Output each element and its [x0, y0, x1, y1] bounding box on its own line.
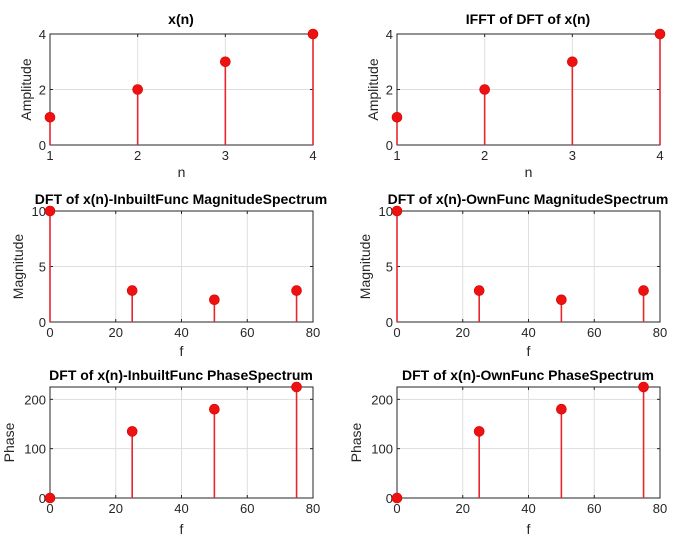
y-tick-label: 0 [39, 138, 46, 153]
stem-marker [556, 403, 567, 415]
y-tick-label: 5 [39, 260, 46, 275]
x-tick-label: 2 [134, 148, 141, 163]
y-axis-label: Magnitude [357, 234, 373, 300]
x-tick-label: 20 [109, 501, 123, 516]
x-tick-label: 40 [174, 501, 188, 516]
subplot-1: 1 2 3 4 0 2 4 x(n) n Amplitude [18, 11, 319, 180]
subplot-6: 0 20 40 60 80 0 100 200 DFT of x(n)-OwnFunc Phas… [348, 367, 667, 537]
stem-marker [391, 492, 403, 504]
x-tick-label: 20 [456, 325, 470, 340]
stem-marker [132, 84, 143, 95]
x-axis-label: f [527, 521, 531, 537]
x-tick-label: 80 [653, 325, 667, 340]
stem-marker [638, 381, 649, 393]
x-tick-label: 80 [306, 325, 320, 340]
y-tick-label: 0 [386, 315, 393, 330]
x-tick-label: 4 [309, 148, 316, 163]
y-tick-label: 5 [386, 260, 393, 275]
stem-marker [473, 285, 485, 296]
y-tick-label: 200 [24, 392, 46, 407]
stem-marker [473, 426, 485, 437]
x-axis-label: n [178, 164, 186, 180]
x-tick-label: 0 [393, 501, 400, 516]
x-tick-label: 60 [240, 501, 254, 516]
y-tick-label: 4 [386, 27, 393, 42]
stem-marker [391, 205, 403, 217]
y-tick-label: 0 [386, 491, 393, 506]
y-axis-label: Amplitude [365, 58, 381, 120]
stem-marker [556, 294, 567, 306]
y-axis-label: Phase [1, 422, 17, 462]
y-tick-label: 10 [32, 204, 46, 219]
y-tick-label: 2 [39, 83, 46, 98]
x-tick-label: 60 [240, 325, 254, 340]
y-tick-label: 0 [39, 491, 46, 506]
x-tick-label: 2 [481, 148, 488, 163]
stem-marker [567, 56, 578, 68]
x-tick-label: 40 [521, 325, 535, 340]
y-tick-label: 0 [386, 138, 393, 153]
stem-marker [44, 205, 56, 217]
subplot-title: IFFT of DFT of x(n) [466, 11, 590, 27]
x-tick-label: 3 [569, 148, 576, 163]
y-tick-label: 200 [371, 392, 393, 407]
stem-marker [220, 56, 231, 68]
x-tick-label: 80 [653, 501, 667, 516]
y-tick-label: 100 [371, 442, 393, 457]
subplot-title: DFT of x(n)-InbuiltFunc PhaseSpectrum [49, 367, 313, 383]
stem-marker [126, 426, 138, 437]
y-tick-label: 0 [39, 315, 46, 330]
x-tick-label: 80 [306, 501, 320, 516]
stem-marker [126, 285, 138, 296]
y-axis-label: Amplitude [18, 58, 34, 120]
stem-marker [44, 111, 56, 123]
subplot-title: DFT of x(n)-OwnFunc PhaseSpectrum [402, 367, 654, 383]
subplot-title: DFT of x(n)-InbuiltFunc MagnitudeSpectru… [35, 191, 327, 207]
y-axis-label: Magnitude [10, 234, 26, 300]
y-axis-label: Phase [348, 422, 364, 462]
subplot-title: x(n) [168, 11, 194, 27]
x-axis-label: f [527, 343, 531, 359]
x-axis-label: f [180, 521, 184, 537]
stem-marker [307, 28, 319, 40]
x-tick-label: 0 [393, 325, 400, 340]
y-tick-label: 100 [24, 442, 46, 457]
x-tick-label: 60 [587, 501, 601, 516]
stem-marker [209, 294, 220, 306]
y-tick-label: 4 [39, 27, 46, 42]
stem-marker [654, 28, 666, 40]
subplot-2: 1 2 3 4 0 2 4 IFFT of DFT of x(n) n Amplitude [365, 11, 666, 180]
stem-marker [638, 285, 649, 296]
stem-marker [291, 285, 302, 296]
x-tick-label: 0 [46, 325, 53, 340]
stem-marker [479, 84, 490, 95]
x-tick-label: 4 [656, 148, 663, 163]
x-tick-label: 60 [587, 325, 601, 340]
y-tick-label: 2 [386, 83, 393, 98]
stem-marker [44, 492, 56, 504]
stem-marker [291, 381, 302, 393]
x-tick-label: 3 [222, 148, 229, 163]
x-tick-label: 20 [109, 325, 123, 340]
y-tick-label: 10 [379, 204, 393, 219]
x-tick-label: 20 [456, 501, 470, 516]
x-axis-label: f [180, 343, 184, 359]
x-tick-label: 1 [393, 148, 400, 163]
x-tick-label: 40 [174, 325, 188, 340]
subplot-title: DFT of x(n)-OwnFunc MagnitudeSpectrum [388, 191, 669, 207]
stem-marker [209, 403, 220, 415]
x-tick-label: 40 [521, 501, 535, 516]
x-tick-label: 1 [46, 148, 53, 163]
x-tick-label: 0 [46, 501, 53, 516]
x-axis-label: n [525, 164, 533, 180]
stem-marker [391, 111, 403, 123]
